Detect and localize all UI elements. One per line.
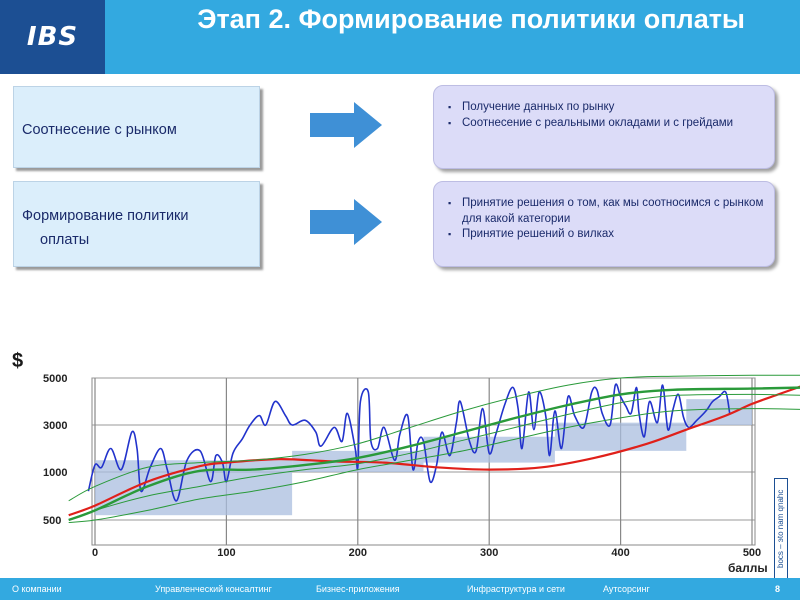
footer-link-consulting[interactable]: Управленческий консалтинг: [155, 584, 272, 594]
x-axis-label: баллы: [728, 561, 768, 575]
green-boundary-line: [68, 393, 800, 521]
red-trend-line: [68, 385, 800, 517]
salary-band: [423, 436, 555, 463]
footer-link-about[interactable]: О компании: [12, 584, 62, 594]
footer-link-infra[interactable]: Инфраструктура и сети: [467, 584, 565, 594]
detail-list-1: Получение данных по рынку Соотнесение с …: [434, 86, 774, 131]
right-arrow-icon: [310, 199, 382, 245]
detail-box-1: Получение данных по рынку Соотнесение с …: [433, 85, 775, 169]
footer-bar: О компании Управленческий консалтинг Биз…: [0, 578, 800, 600]
stage-box-policy: Формирование политики оплаты: [13, 181, 260, 267]
x-tick-label: 400: [611, 547, 629, 559]
detail-list-2: Принятие решения о том, как мы соотносим…: [434, 182, 774, 243]
bullet-item: Получение данных по рынку: [434, 100, 774, 116]
x-tick-label: 200: [349, 547, 367, 559]
stage-label-2a: Формирование политики: [22, 208, 189, 224]
y-tick-label: 500: [43, 515, 61, 527]
bullet-item: Принятие решения о том, как мы соотносим…: [434, 196, 774, 227]
footer-link-apps[interactable]: Бизнес-приложения: [316, 584, 400, 594]
detail-box-2: Принятие решения о том, как мы соотносим…: [433, 181, 775, 267]
stage-label-2b: оплаты: [40, 232, 90, 248]
bullet-item: Соотнесение с реальными окладами и с гре…: [434, 116, 774, 132]
header-bar: IBS Этап 2. Формирование политики оплаты: [0, 0, 800, 74]
x-tick-label: 100: [217, 547, 235, 559]
bullet-item: Принятие решений о вилках: [434, 227, 774, 243]
footer-link-outsourcing[interactable]: Аутсорсинг: [603, 584, 650, 594]
green-boundary-line: [68, 408, 800, 523]
stage-label-1: Соотнесение с рынком: [22, 122, 177, 138]
y-unit-label: $: [12, 350, 24, 372]
y-tick-label: 5000: [43, 373, 67, 385]
green-trend-line: [68, 386, 800, 522]
page-number: 8: [775, 584, 781, 594]
x-tick-label: 0: [92, 547, 98, 559]
market-salary-line: [87, 383, 731, 502]
ibs-logo: IBS: [0, 0, 105, 74]
y-tick-label: 1000: [43, 467, 67, 479]
right-arrow-icon: [310, 102, 382, 148]
side-watermark: bocs – эtо nam qnahc: [774, 478, 788, 580]
x-tick-label: 500: [743, 547, 761, 559]
y-tick-label: 3000: [43, 420, 67, 432]
x-tick-label: 300: [480, 547, 498, 559]
stage-box-market: Соотнесение с рынком: [13, 86, 260, 168]
page-title: Этап 2. Формирование политики оплаты: [197, 4, 745, 34]
logo-text: IBS: [26, 22, 79, 52]
green-boundary-line: [68, 374, 800, 502]
